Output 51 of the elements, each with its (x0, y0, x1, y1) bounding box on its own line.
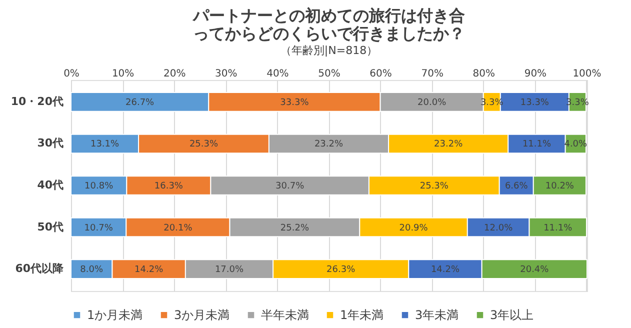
x-tick-label: 40% (266, 68, 289, 80)
chart-title: パートナーとの初めての旅行は付き合ってからどのくらいで行きましたか？ (192, 6, 465, 43)
x-tick-label: 100% (572, 68, 602, 80)
data-label: 25.3% (189, 140, 218, 150)
data-label: 6.6% (504, 182, 528, 192)
data-label: 8.0% (80, 265, 104, 276)
y-tick-label: 50代 (37, 220, 64, 234)
x-tick-label: 60% (370, 68, 392, 80)
data-label: 13.3% (520, 98, 550, 108)
y-tick-label: 30代 (37, 136, 64, 150)
data-label: 23.2% (434, 140, 464, 150)
y-tick-label: 60代以降 (15, 262, 64, 276)
legend-label: 1か月未満 (87, 308, 143, 322)
data-label: 10.7% (84, 223, 114, 234)
y-tick-label: 40代 (37, 178, 64, 192)
data-label: 11.1% (544, 223, 573, 234)
data-label: 25.2% (280, 223, 310, 234)
data-label: 13.1% (90, 140, 120, 150)
data-label: 17.0% (214, 265, 244, 276)
data-label: 10.2% (545, 182, 574, 192)
x-tick-label: 70% (421, 68, 444, 80)
data-label: 16.3% (154, 182, 184, 192)
data-label: 20.0% (418, 98, 447, 108)
data-label: 11.1% (522, 140, 552, 150)
data-label: 20.9% (399, 223, 428, 234)
chart-subtitle: （年齢別|N=818） (280, 44, 378, 57)
x-tick-label: 30% (215, 68, 238, 80)
data-label: 23.2% (314, 140, 344, 150)
data-label: 33.3% (280, 98, 310, 108)
x-tick-label: 0% (64, 68, 80, 80)
x-tick-label: 80% (472, 68, 496, 80)
legend-label: 半年未満 (261, 308, 309, 322)
data-label: 12.0% (484, 223, 514, 234)
x-tick-label: 10% (112, 68, 134, 80)
y-tick-label: 10・20代 (10, 94, 64, 108)
data-label: 20.1% (164, 223, 193, 234)
legend-label: 1年未満 (340, 308, 384, 322)
data-label: 14.2% (430, 265, 460, 276)
legend-label: 3年以上 (490, 308, 534, 322)
x-tick-label: 90% (524, 68, 547, 80)
data-label: 26.3% (326, 265, 356, 276)
data-label: 30.7% (276, 182, 305, 192)
data-label: 20.4% (520, 265, 550, 276)
data-label: 25.3% (420, 182, 449, 192)
x-tick-label: 50% (318, 68, 340, 80)
x-tick-label: 20% (163, 68, 186, 80)
data-label: 26.7% (126, 98, 155, 108)
data-label: 14.2% (134, 265, 164, 276)
legend-label: 3年未満 (415, 308, 459, 322)
legend-label: 3か月未満 (174, 308, 230, 322)
data-label: 10.8% (84, 182, 114, 192)
